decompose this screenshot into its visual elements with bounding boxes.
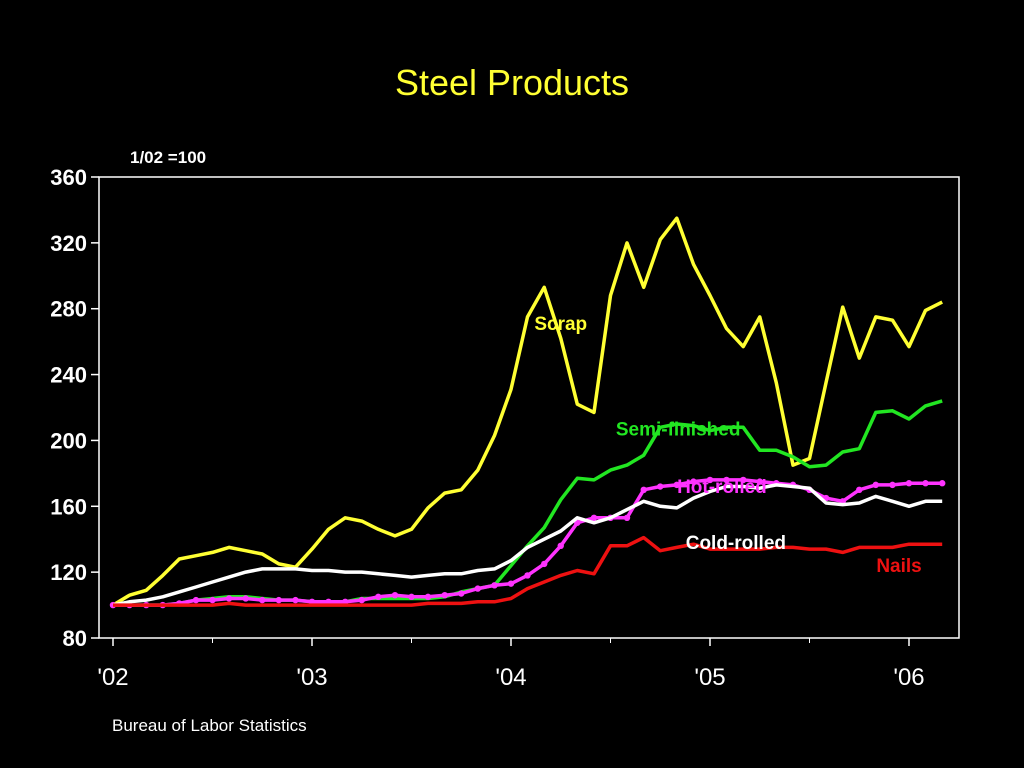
y-tick-label: 80 [63, 626, 87, 651]
data-point [375, 593, 382, 601]
data-point [557, 542, 564, 549]
y-tick-label: 120 [50, 560, 87, 585]
data-point [657, 483, 664, 490]
data-point [275, 596, 282, 604]
x-tick-label: '05 [694, 664, 725, 691]
data-point [889, 481, 896, 489]
data-point [922, 480, 929, 487]
data-point [408, 593, 415, 601]
data-point [424, 593, 432, 601]
x-tick-label: '02 [97, 664, 128, 691]
data-point [690, 478, 697, 485]
data-point [756, 478, 763, 485]
chart-subtitle: 1/02 =100 [130, 148, 206, 167]
y-tick-label: 320 [50, 231, 87, 256]
y-tick-label: 160 [50, 494, 87, 519]
data-point [541, 560, 548, 568]
source-note: Bureau of Labor Statistics [112, 716, 307, 735]
series-label-nails: Nails [876, 556, 921, 577]
x-tick-label: '04 [495, 664, 526, 691]
data-point [474, 585, 481, 592]
y-tick-label: 280 [50, 297, 87, 322]
data-point [259, 596, 266, 604]
plot-area [98, 176, 960, 639]
series-line-scrap [112, 216, 943, 607]
data-point [358, 596, 365, 604]
y-axis: 80 120 160 200 240 280 320 360 [50, 165, 99, 651]
data-point [856, 486, 863, 494]
page-title: Steel Products [394, 62, 630, 103]
data-point [507, 580, 515, 587]
series-label-scrap: Scrap [534, 314, 587, 335]
series-label-cold-rolled: Cold-rolled [686, 533, 786, 554]
series-label-layer: Scrap Semi-finished Hot-rolled Cold-rolled N… [534, 314, 921, 577]
series-line-nails [113, 535, 943, 607]
data-point [872, 481, 879, 489]
series-line-hot-rolled [113, 478, 943, 607]
series-scrap [112, 216, 943, 607]
x-tick-label: '03 [296, 664, 327, 691]
data-point [723, 476, 730, 484]
data-point [292, 596, 299, 604]
series-cold-rolled [112, 483, 943, 607]
series-label-hot-rolled: Hot-rolled [677, 477, 767, 498]
data-point [225, 595, 233, 602]
series-line-cold-rolled [112, 483, 943, 607]
data-point [673, 481, 680, 489]
y-tick-label: 200 [50, 428, 87, 453]
y-tick-label: 240 [50, 363, 87, 388]
x-axis: '02 '03 '04 '05 '06 [97, 638, 925, 691]
data-point [939, 480, 946, 487]
series-layer [109, 216, 946, 609]
data-point [524, 572, 531, 579]
data-point [458, 590, 465, 597]
data-point [590, 514, 598, 522]
data-point [242, 595, 249, 602]
data-point [706, 476, 714, 484]
data-point [391, 591, 399, 599]
data-point [491, 582, 498, 589]
y-tick-label: 360 [50, 165, 87, 190]
data-point [740, 476, 747, 484]
x-tick-label: '06 [893, 664, 924, 691]
data-point [905, 480, 913, 487]
data-point [441, 591, 448, 599]
data-point [209, 596, 216, 604]
series-nails [113, 535, 943, 607]
data-point [192, 596, 200, 604]
data-point [640, 486, 647, 494]
series-label-semi-finished: Semi-finished [616, 419, 741, 440]
data-point [623, 514, 631, 522]
